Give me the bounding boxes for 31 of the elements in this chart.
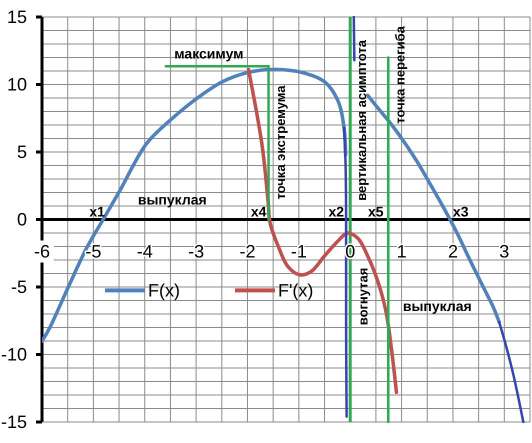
- x-tick-label: 1: [396, 242, 407, 262]
- annotation: x5: [368, 203, 384, 220]
- x-tick-label: -3: [188, 242, 204, 262]
- x-tick-label: -1: [290, 242, 307, 262]
- y-tick-label: 10: [6, 74, 27, 94]
- x-tick-label: -5: [85, 242, 102, 262]
- x-tick-label: -2: [239, 242, 256, 262]
- y-tick-label: -15: [0, 412, 27, 432]
- annotation: выпуклая: [402, 298, 472, 314]
- annotation: точка экстремума: [272, 84, 288, 200]
- annotation: максимум: [174, 45, 244, 62]
- legend-label: F(x): [148, 280, 180, 300]
- x-tick-label: 0: [345, 242, 356, 262]
- y-tick-label: 15: [6, 7, 27, 27]
- annotation: вогнутая: [355, 268, 370, 326]
- annotation: точка перегиба: [392, 25, 408, 124]
- ref-line-label: вертикальная асимптота: [354, 39, 369, 201]
- x-tick-label: 2: [448, 242, 458, 262]
- annotation: x4: [250, 203, 267, 220]
- annotation: x2: [328, 203, 344, 220]
- x-tick-label: -4: [136, 242, 153, 262]
- y-tick-label: -5: [10, 277, 27, 297]
- legend-label: F'(x): [278, 280, 314, 300]
- y-tick-label: 0: [16, 210, 27, 230]
- y-tick-label: -10: [0, 344, 27, 364]
- x-tick-label: 3: [499, 242, 510, 262]
- y-tick-label: 5: [16, 142, 27, 162]
- annotation: выпуклая: [138, 191, 207, 208]
- x-tick-label: -6: [34, 242, 50, 262]
- annotation: x3: [452, 203, 469, 220]
- annotation: x1: [89, 203, 106, 220]
